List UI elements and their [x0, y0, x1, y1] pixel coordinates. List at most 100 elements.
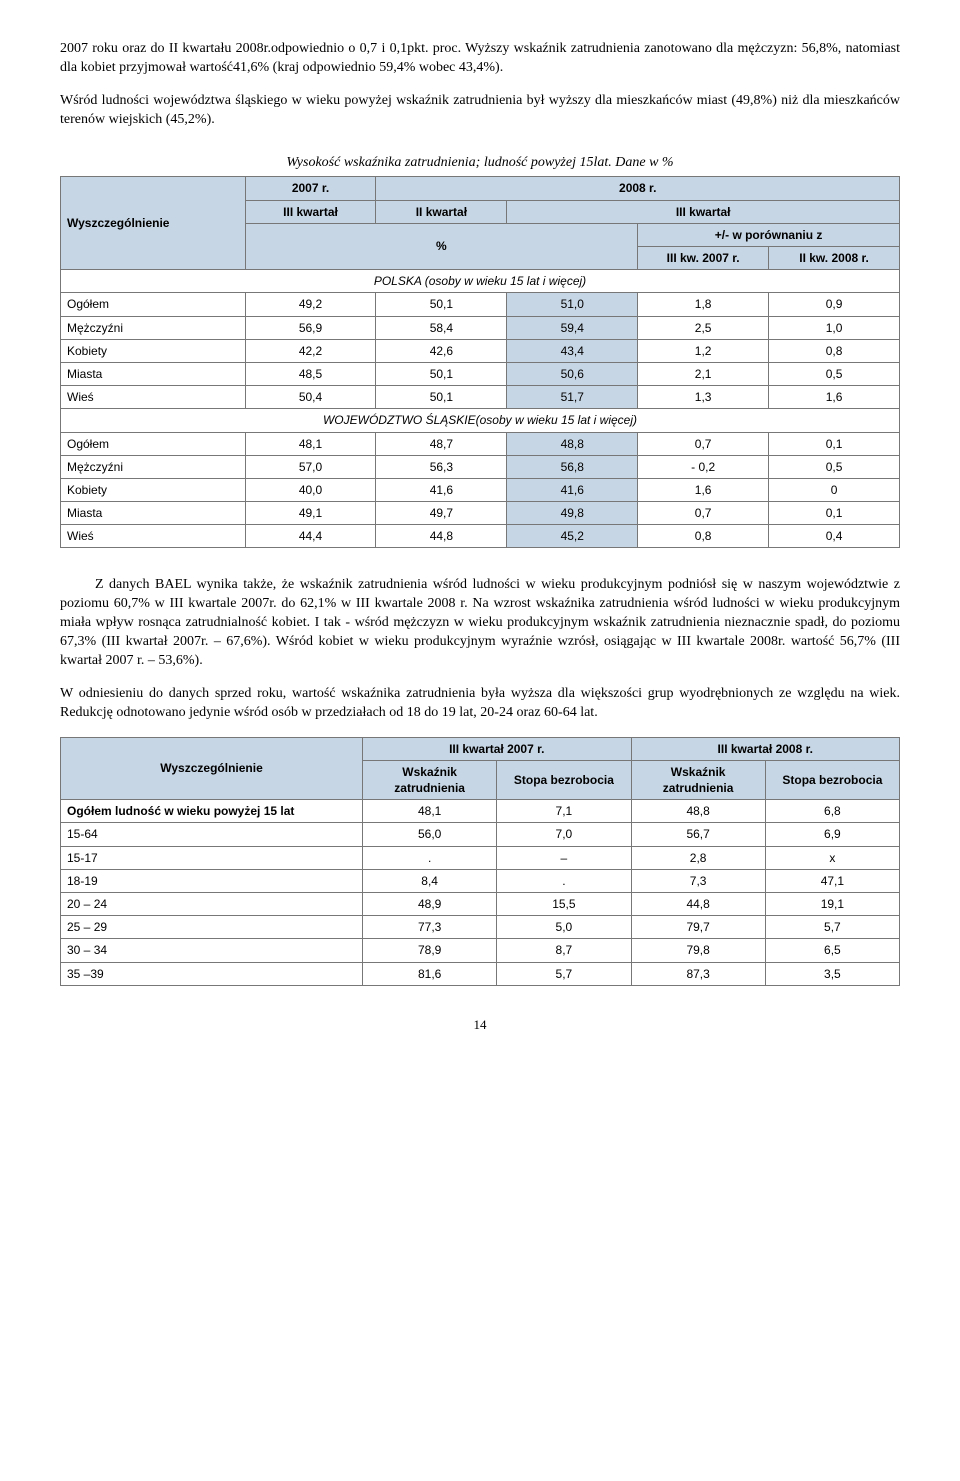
table-2: Wyszczególnienie III kwartał 2007 r. III…	[60, 737, 900, 986]
cell: 47,1	[765, 869, 899, 892]
row-label: Ogółem	[61, 293, 246, 316]
cell: 6,5	[765, 939, 899, 962]
cell: 48,5	[245, 362, 376, 385]
table-row: 15-6456,07,056,76,9	[61, 823, 900, 846]
cell: 0,1	[769, 432, 900, 455]
cell: 0,8	[769, 339, 900, 362]
page-number: 14	[60, 1016, 900, 1034]
cell: 42,2	[245, 339, 376, 362]
row-label: Ogółem	[61, 432, 246, 455]
cell: 81,6	[363, 962, 497, 985]
cell: 8,7	[497, 939, 631, 962]
row-label: Miasta	[61, 362, 246, 385]
cell: 7,0	[497, 823, 631, 846]
cell: 3,5	[765, 962, 899, 985]
table-row: Mężczyźni57,056,356,8- 0,20,5	[61, 455, 900, 478]
cell: 2,5	[638, 316, 769, 339]
table-row: Ogółem ludność w wieku powyżej 15 lat48,…	[61, 800, 900, 823]
t1-h-pm: +/- w porównaniu z	[638, 223, 900, 246]
cell: 41,6	[507, 478, 638, 501]
cell: 56,3	[376, 455, 507, 478]
cell: 0,5	[769, 362, 900, 385]
cell: 49,2	[245, 293, 376, 316]
cell: 1,0	[769, 316, 900, 339]
cell: 79,7	[631, 916, 765, 939]
cell: 79,8	[631, 939, 765, 962]
cell: 43,4	[507, 339, 638, 362]
t2-h-2008: III kwartał 2008 r.	[631, 737, 900, 760]
cell: 7,1	[497, 800, 631, 823]
cell: 56,0	[363, 823, 497, 846]
cell: 48,8	[631, 800, 765, 823]
t2-h-wz1: Wskaźnik zatrudnienia	[363, 760, 497, 799]
row-label: Wieś	[61, 386, 246, 409]
cell: 7,3	[631, 869, 765, 892]
table-row: Ogółem48,148,748,80,70,1	[61, 432, 900, 455]
row-label: 15-64	[61, 823, 363, 846]
cell: 6,8	[765, 800, 899, 823]
t1-h-k2: II kwartał	[376, 200, 507, 223]
t1-h-k3b: III kwartał	[507, 200, 900, 223]
row-label: Wieś	[61, 525, 246, 548]
row-label: 30 – 34	[61, 939, 363, 962]
cell: 56,7	[631, 823, 765, 846]
row-label: 20 – 24	[61, 893, 363, 916]
paragraph-4: W odniesieniu do danych sprzed roku, war…	[60, 685, 900, 723]
cell: 77,3	[363, 916, 497, 939]
cell: 48,8	[507, 432, 638, 455]
table-row: 30 – 3478,98,779,86,5	[61, 939, 900, 962]
cell: .	[497, 869, 631, 892]
t1-h-2007: 2007 r.	[245, 177, 376, 200]
t1-h-kw2-2008: II kw. 2008 r.	[769, 247, 900, 270]
cell: 50,6	[507, 362, 638, 385]
cell: 5,7	[497, 962, 631, 985]
cell: –	[497, 846, 631, 869]
cell: 5,0	[497, 916, 631, 939]
cell: 48,1	[363, 800, 497, 823]
row-label: 25 – 29	[61, 916, 363, 939]
cell: 15,5	[497, 893, 631, 916]
table-row: 20 – 2448,915,544,819,1	[61, 893, 900, 916]
cell: 48,7	[376, 432, 507, 455]
cell: 2,8	[631, 846, 765, 869]
cell: 0,7	[638, 502, 769, 525]
cell: 0	[769, 478, 900, 501]
row-label: 35 –39	[61, 962, 363, 985]
t1-h-wysz: Wyszczególnienie	[61, 177, 246, 270]
cell: 19,1	[765, 893, 899, 916]
cell: 57,0	[245, 455, 376, 478]
row-label: Mężczyźni	[61, 455, 246, 478]
cell: 50,1	[376, 293, 507, 316]
row-label: 18-19	[61, 869, 363, 892]
table-row: Kobiety42,242,643,41,20,8	[61, 339, 900, 362]
table-row: Wieś44,444,845,20,80,4	[61, 525, 900, 548]
cell: 0,1	[769, 502, 900, 525]
table-row: Wieś50,450,151,71,31,6	[61, 386, 900, 409]
row-label: Miasta	[61, 502, 246, 525]
table-row: 35 –3981,65,787,33,5	[61, 962, 900, 985]
row-label: Kobiety	[61, 339, 246, 362]
table-row: 18-198,4.7,347,1	[61, 869, 900, 892]
row-label: 15-17	[61, 846, 363, 869]
table-1: Wyszczególnienie 2007 r. 2008 r. III kwa…	[60, 176, 900, 548]
cell: - 0,2	[638, 455, 769, 478]
cell: 0,7	[638, 432, 769, 455]
cell: 2,1	[638, 362, 769, 385]
cell: 48,9	[363, 893, 497, 916]
row-label: Kobiety	[61, 478, 246, 501]
table-row: Miasta49,149,749,80,70,1	[61, 502, 900, 525]
cell: 41,6	[376, 478, 507, 501]
cell: 78,9	[363, 939, 497, 962]
cell: x	[765, 846, 899, 869]
cell: 1,6	[769, 386, 900, 409]
cell: 1,8	[638, 293, 769, 316]
cell: 50,1	[376, 362, 507, 385]
cell: 44,4	[245, 525, 376, 548]
cell: 49,1	[245, 502, 376, 525]
t2-h-sb1: Stopa bezrobocia	[497, 760, 631, 799]
table-row: 15-17.–2,8x	[61, 846, 900, 869]
table-row: Ogółem49,250,151,01,80,9	[61, 293, 900, 316]
t1-h-kw3-2007: III kw. 2007 r.	[638, 247, 769, 270]
t1-sec1: POLSKA (osoby w wieku 15 lat i więcej)	[61, 270, 900, 293]
cell: 0,8	[638, 525, 769, 548]
